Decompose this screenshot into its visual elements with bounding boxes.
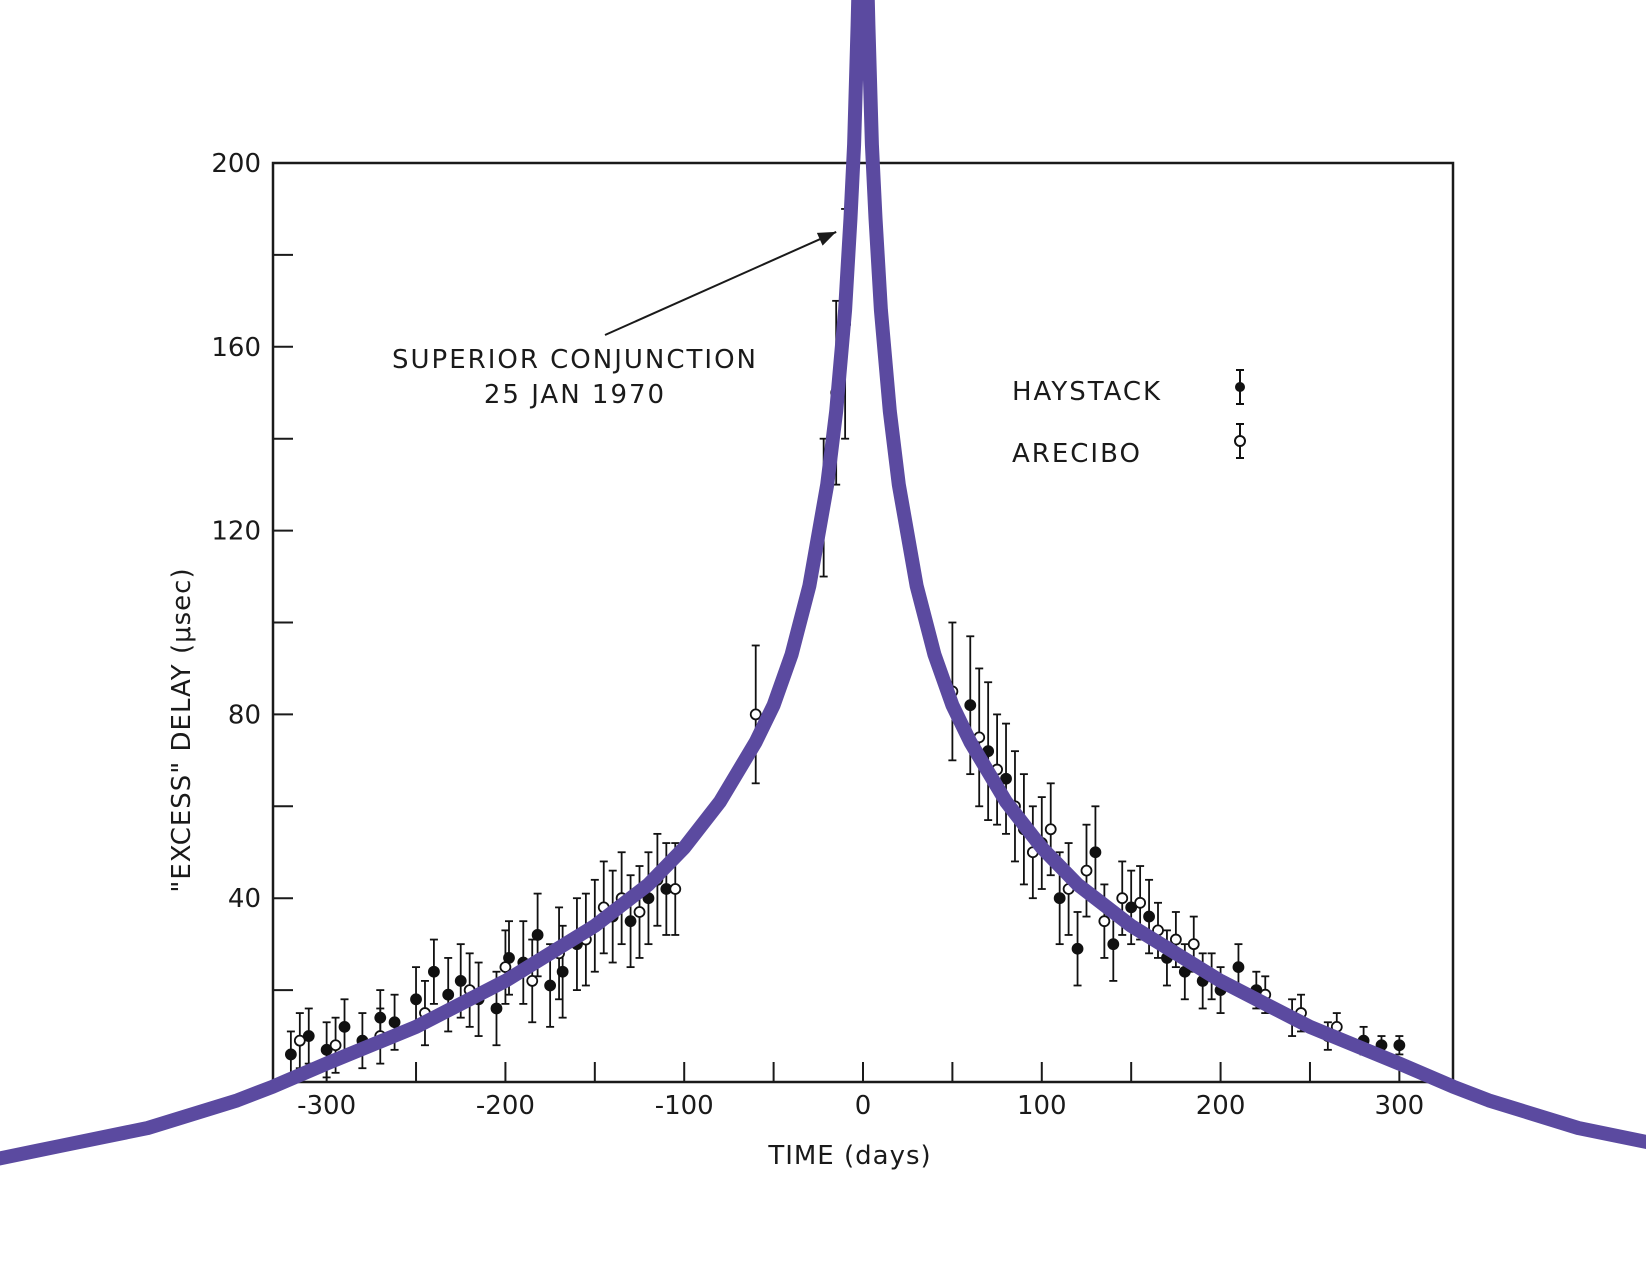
legend: HAYSTACK ARECIBO: [1012, 369, 1246, 469]
legend-marker-haystack: [1235, 369, 1245, 405]
data-point: [1080, 864, 1093, 877]
data-point: [454, 975, 467, 987]
data-point: [388, 1016, 401, 1029]
plot-frame: [271, 161, 1455, 1084]
data-point: [1393, 1039, 1406, 1052]
data-point: [749, 708, 762, 721]
x-tick-label: 300: [1375, 1091, 1425, 1121]
annotation-arrowhead: [816, 231, 837, 246]
data-point: [624, 915, 637, 928]
x-tick-label: -200: [476, 1091, 535, 1121]
data-point: [428, 965, 440, 978]
data-point: [556, 965, 569, 978]
data-point: [1125, 901, 1138, 914]
data-point: [1107, 938, 1120, 951]
annotation-line-1: SUPERIOR CONJUNCTION: [392, 345, 758, 375]
y-tick-label: 200: [211, 149, 261, 179]
data-point: [499, 961, 512, 974]
data-point: [329, 1039, 342, 1052]
data-point: [284, 1048, 297, 1061]
data-point: [544, 979, 557, 992]
y-tick-label: 120: [211, 517, 261, 547]
data-point: [1134, 896, 1147, 909]
plot-axes: -300 -200 -100 0 100 200 300 40 80 120 160 200: [211, 149, 1455, 1121]
legend-marker-arecibo: [1234, 423, 1246, 459]
annotation-arrow: [604, 231, 837, 336]
theory-curve: [0, 0, 1646, 1166]
data-point: [1116, 892, 1129, 905]
x-tick-label: 200: [1196, 1091, 1246, 1121]
data-point: [1000, 772, 1012, 785]
data-point: [338, 1020, 351, 1033]
annotation: SUPERIOR CONJUNCTION 25 JAN 1970: [392, 231, 837, 410]
data-point: [1098, 915, 1111, 928]
data-point: [526, 975, 539, 987]
data-point: [1089, 846, 1102, 859]
data-point: [1053, 892, 1066, 905]
x-axis-title: TIME (days): [767, 1141, 931, 1171]
data-point: [302, 1030, 315, 1042]
x-tick-label: -300: [297, 1091, 356, 1121]
legend-label-arecibo: ARECIBO: [1012, 439, 1142, 469]
y-tick-label: 40: [228, 884, 261, 914]
data-point: [490, 1002, 503, 1015]
data-point: [1071, 942, 1084, 955]
annotation-line-2: 25 JAN 1970: [484, 380, 666, 410]
y-tick-label: 80: [228, 700, 261, 730]
y-axis-title: "EXCESS" DELAY (μsec): [167, 567, 197, 892]
data-point: [410, 993, 422, 1006]
data-point: [1044, 823, 1057, 836]
data-point: [1143, 910, 1155, 923]
x-tick-label: -100: [655, 1091, 714, 1121]
y-tick-label: 160: [211, 333, 261, 363]
x-tick-label: 0: [855, 1091, 872, 1121]
legend-label-haystack: HAYSTACK: [1012, 377, 1162, 407]
data-point: [1169, 933, 1182, 946]
data-point: [1232, 961, 1245, 974]
data-point: [633, 906, 646, 918]
data-point: [669, 883, 682, 895]
data-point: [531, 929, 544, 941]
data-point: [293, 1034, 306, 1047]
data-point: [1187, 938, 1200, 951]
data-point: [320, 1043, 333, 1056]
data-point: [442, 988, 455, 1001]
x-tick-label: 100: [1017, 1091, 1067, 1121]
data-point: [964, 699, 977, 712]
